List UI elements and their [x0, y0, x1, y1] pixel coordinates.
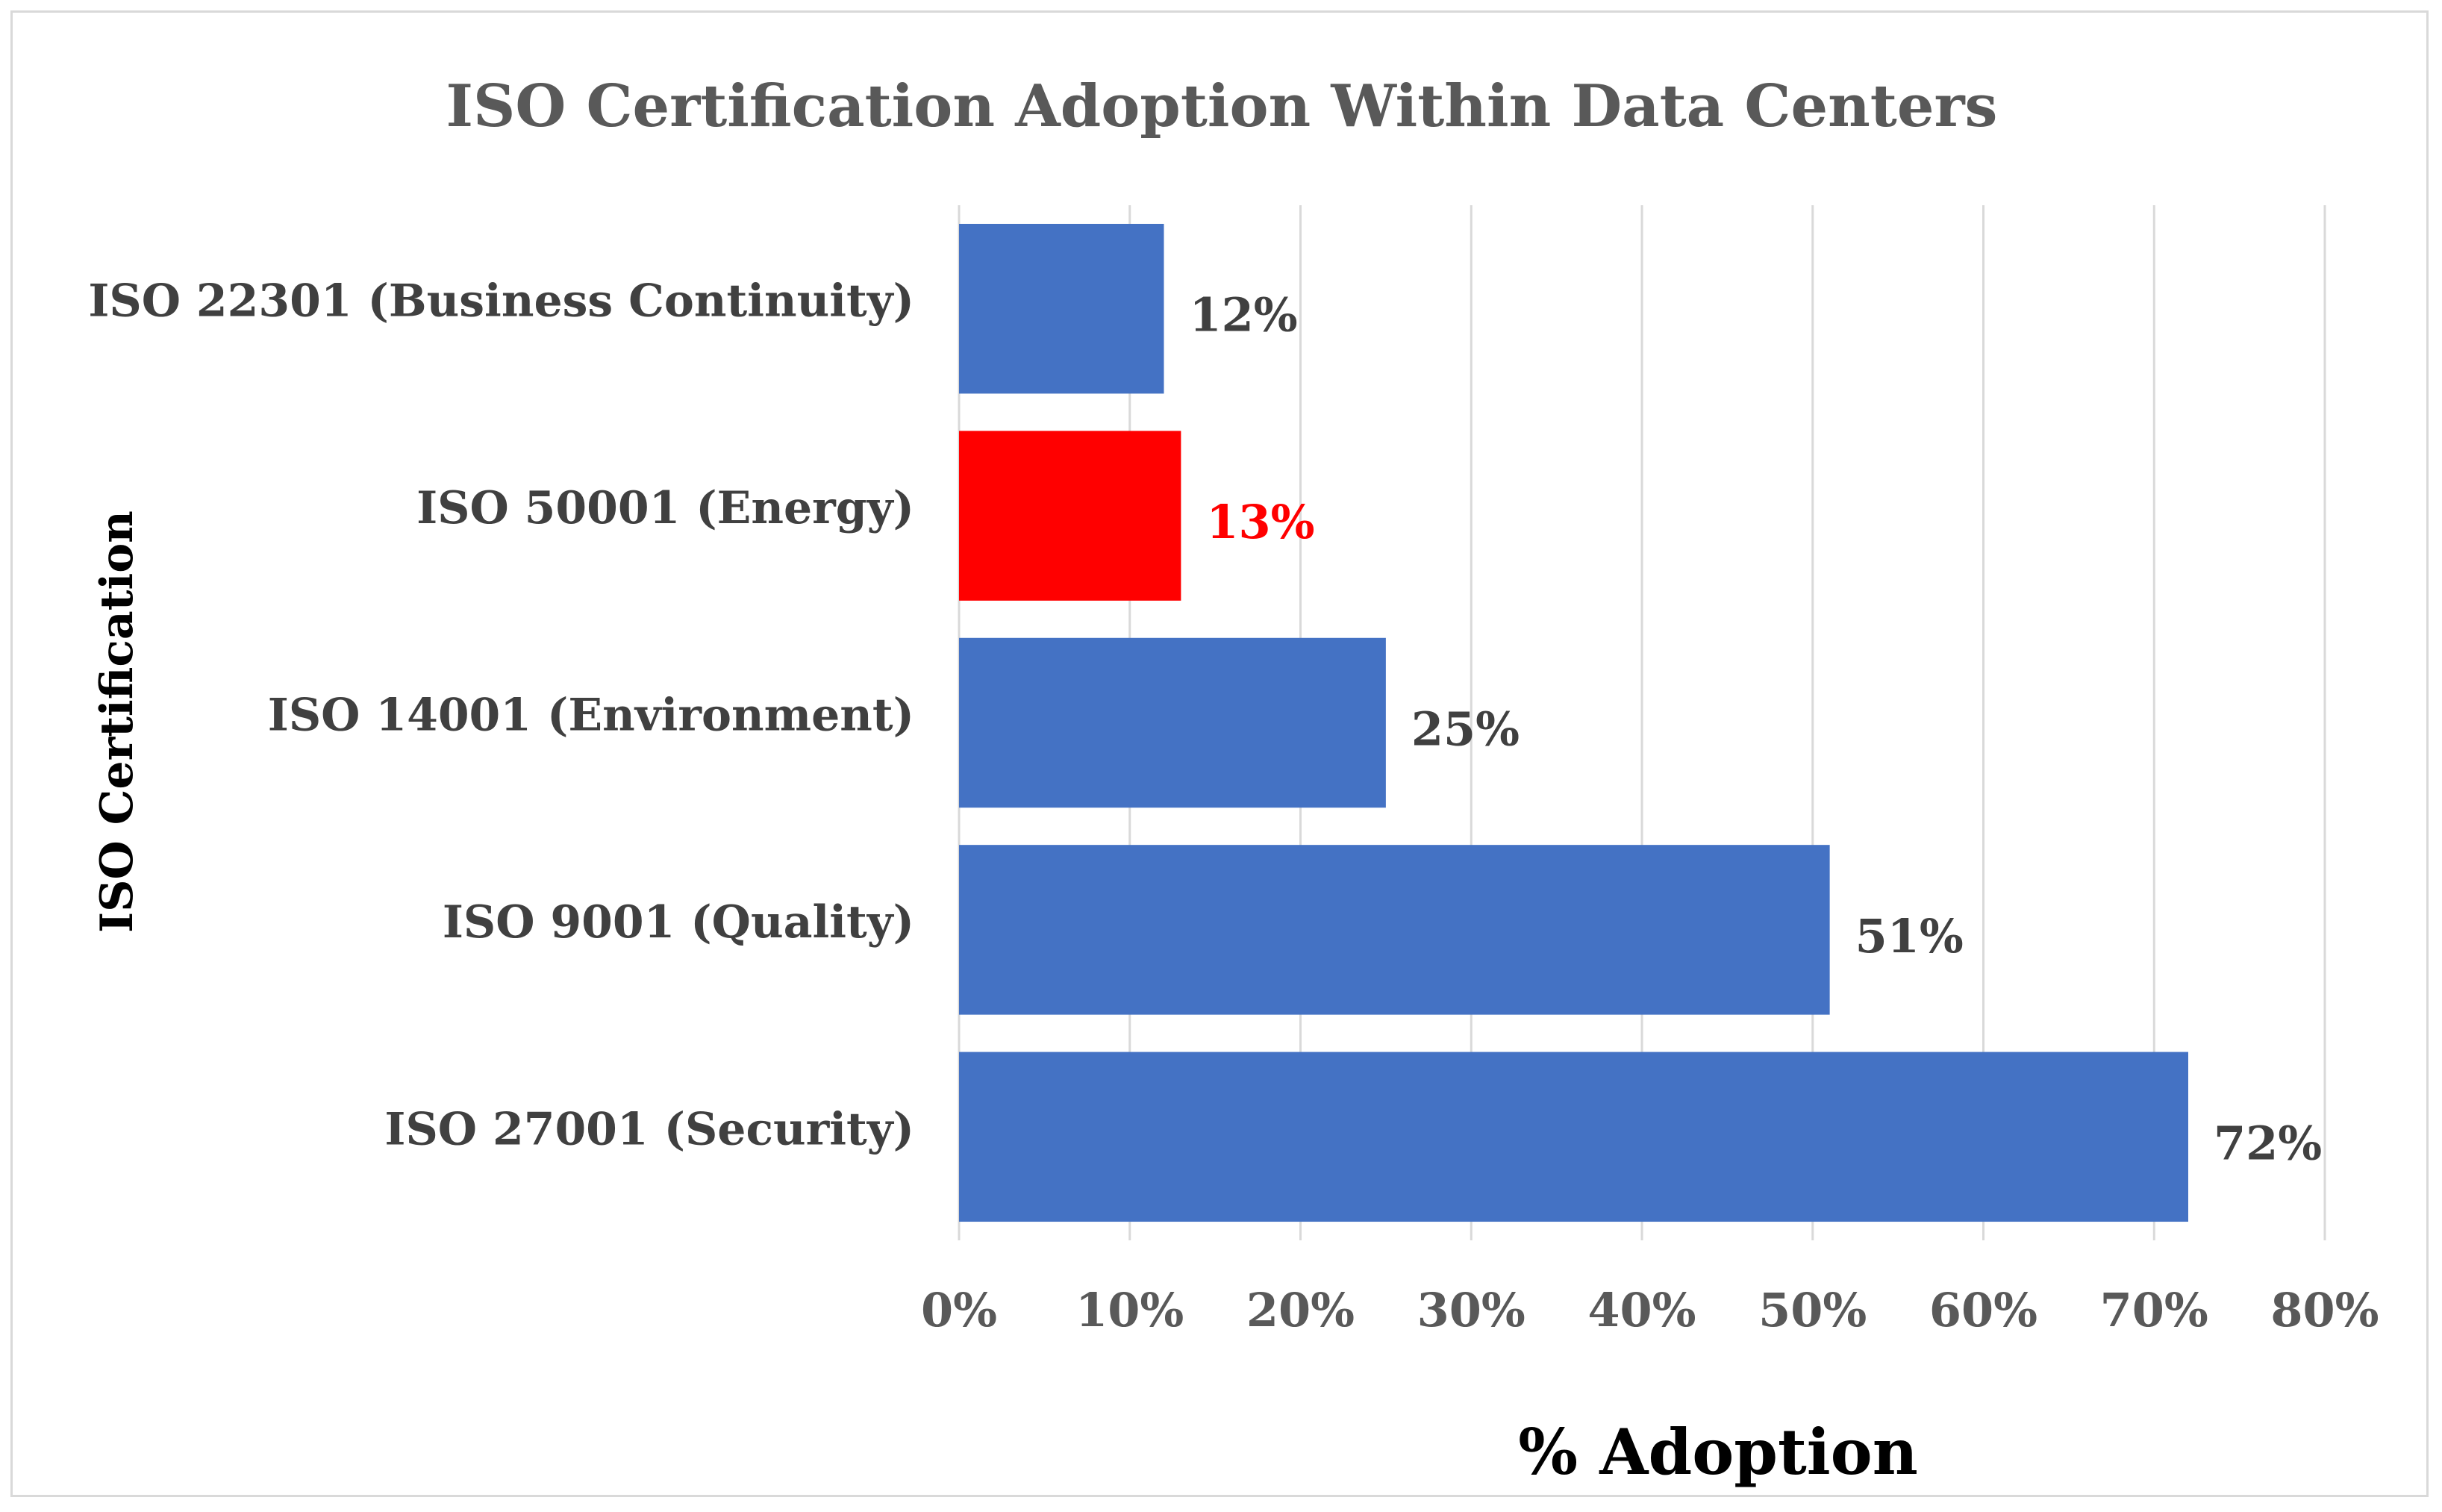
x-tick-label: 80% [2270, 1283, 2379, 1337]
data-label: 51% [1855, 909, 1964, 963]
data-label: 72% [2214, 1116, 2322, 1170]
x-tick-label: 70% [2100, 1283, 2208, 1337]
x-tick-label: 40% [1587, 1283, 1696, 1337]
category-label: ISO 27001 (Security) [384, 1103, 914, 1155]
data-label: 12% [1190, 288, 1298, 343]
y-axis-title: ISO Certification [91, 510, 143, 933]
x-tick-label: 20% [1246, 1283, 1355, 1337]
x-tick-label: 10% [1075, 1283, 1184, 1337]
x-tick-label: 0% [921, 1283, 997, 1337]
bar [959, 431, 1181, 601]
x-tick-label: 30% [1417, 1283, 1526, 1337]
bar [959, 223, 1164, 394]
data-label: 25% [1411, 702, 1520, 757]
data-label: 13% [1206, 495, 1314, 549]
chart-frame: ISO Certification Adoption Within Data C… [10, 10, 2429, 1497]
x-tick-label: 50% [1758, 1283, 1867, 1337]
category-label: ISO 22301 (Business Continuity) [88, 275, 914, 328]
category-label: ISO 14001 (Environment) [268, 690, 914, 742]
chart-title: ISO Certification Adoption Within Data C… [446, 72, 1998, 140]
bars [959, 223, 2188, 1222]
bar [959, 845, 1830, 1015]
labels: ISO Certification Adoption Within Data C… [88, 72, 2379, 1489]
category-label: ISO 9001 (Quality) [443, 896, 914, 949]
bar-chart: ISO Certification Adoption Within Data C… [88, 72, 2379, 1489]
category-label: ISO 50001 (Energy) [416, 482, 914, 534]
x-tick-label: 60% [1929, 1283, 2037, 1337]
bar [959, 1052, 2188, 1222]
x-axis-title: % Adoption [1518, 1415, 1918, 1489]
bar [959, 637, 1386, 808]
